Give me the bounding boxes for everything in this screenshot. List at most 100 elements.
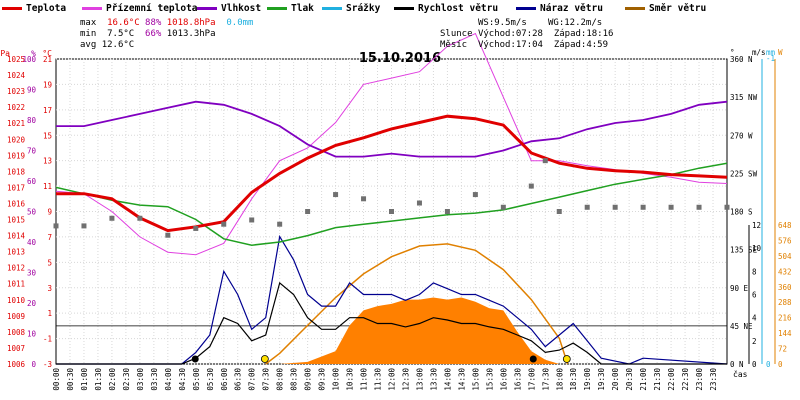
sun-marker bbox=[260, 355, 269, 363]
x-tick-label: 16:00 bbox=[499, 368, 508, 391]
x-tick-label: 06:30 bbox=[234, 368, 243, 391]
legend-vlhkost: Vlhkost bbox=[197, 3, 261, 14]
left-axis-tick: 10 bbox=[27, 330, 37, 339]
x-tick-label: 10:30 bbox=[346, 368, 355, 391]
x-tick-label: 04:30 bbox=[178, 368, 187, 391]
left-axis-tick: 40 bbox=[27, 238, 37, 247]
wind-dir-point bbox=[109, 215, 115, 221]
x-tick-label: 16:30 bbox=[513, 368, 522, 391]
legend-swatch bbox=[322, 7, 342, 10]
legend-swatch bbox=[267, 7, 287, 10]
x-tick-label: 02:30 bbox=[122, 368, 131, 391]
x-tick-label: 00:30 bbox=[66, 368, 75, 391]
wind-dir-point bbox=[165, 232, 171, 238]
x-tick-label: 15:30 bbox=[485, 368, 494, 391]
x-tick-label: 00:00 bbox=[52, 368, 61, 391]
left-axis-tick: 1022 bbox=[7, 103, 25, 112]
right-axis-tick: 72 bbox=[778, 345, 787, 354]
right-axis-unit: mm bbox=[766, 48, 776, 57]
x-tick-label: 13:30 bbox=[429, 368, 438, 391]
x-tick-label: 17:30 bbox=[541, 368, 550, 391]
left-axis-tick: 1 bbox=[47, 309, 52, 318]
x-axis-unit: čas bbox=[733, 369, 748, 379]
x-tick-label: 10:00 bbox=[332, 368, 341, 391]
wind-dir-point bbox=[361, 196, 367, 202]
x-tick-label: 21:00 bbox=[639, 368, 648, 391]
x-tick-label: 05:30 bbox=[206, 368, 215, 391]
right-axis-unit: m/s bbox=[752, 48, 766, 57]
x-tick-label: 17:00 bbox=[527, 368, 536, 391]
right-axis-tick: 180 S bbox=[730, 208, 753, 217]
left-axis-tick: 1021 bbox=[7, 119, 25, 128]
left-axis-tick: 1013 bbox=[7, 248, 25, 257]
left-axis-tick: 30 bbox=[27, 269, 37, 278]
wind-wg: WG:12.2m/s bbox=[548, 18, 603, 28]
sun-marker bbox=[562, 355, 571, 363]
wind-dir-point bbox=[528, 183, 534, 189]
legend-tlak: Tlak bbox=[267, 3, 314, 14]
right-axis-tick: 90 E bbox=[730, 284, 749, 293]
x-tick-label: 06:00 bbox=[220, 368, 229, 391]
left-axis-tick: 19 bbox=[43, 80, 52, 89]
wind-dir-point bbox=[81, 223, 87, 229]
x-tick-label: 19:00 bbox=[583, 368, 592, 391]
wind-dir-point bbox=[724, 204, 730, 210]
right-axis-tick: 270 W bbox=[730, 131, 753, 140]
x-tick-label: 11:30 bbox=[374, 368, 383, 391]
chart-title: 15.10.2016 bbox=[359, 51, 441, 66]
legend-swatch bbox=[197, 7, 217, 10]
right-axis-tick: 225 SW bbox=[730, 169, 758, 178]
wind-dir-point bbox=[444, 209, 450, 214]
x-tick-label: 18:30 bbox=[569, 368, 578, 391]
wind-dir-point bbox=[668, 204, 674, 210]
left-axis-tick: 1020 bbox=[7, 135, 26, 144]
left-axis-tick: 1011 bbox=[7, 280, 25, 289]
right-axis-tick: 10 bbox=[752, 244, 762, 253]
moon-times: Měsíc Východ:17:04 Západ:4:59 bbox=[440, 40, 608, 50]
legend-srazky: Srážky bbox=[322, 3, 380, 14]
left-axis-tick: 100 bbox=[22, 55, 36, 64]
moon-marker bbox=[529, 355, 537, 363]
x-tick-label: 22:30 bbox=[681, 368, 690, 391]
x-tick-label: 14:00 bbox=[443, 368, 452, 391]
left-axis-tick: -1 bbox=[43, 335, 52, 344]
right-axis-tick: -1 bbox=[766, 54, 775, 63]
left-axis-tick: 1008 bbox=[7, 328, 26, 337]
legend-teplota: Teplota bbox=[2, 3, 66, 14]
wind-dir-point bbox=[696, 204, 702, 210]
right-axis-tick: 315 NW bbox=[730, 93, 758, 102]
x-tick-label: 09:00 bbox=[304, 368, 313, 391]
wind-dir-point bbox=[640, 204, 646, 210]
legend-smer-vetru: Směr větru bbox=[625, 3, 706, 14]
x-tick-label: 19:30 bbox=[597, 368, 606, 391]
left-axis-tick: 1023 bbox=[7, 87, 25, 96]
right-axis-tick: 45 NE bbox=[730, 322, 753, 331]
left-axis-tick: 13 bbox=[43, 157, 52, 166]
left-axis-tick: 1024 bbox=[7, 71, 26, 80]
x-tick-label: 23:00 bbox=[695, 368, 704, 391]
right-axis-unit: W bbox=[778, 48, 783, 57]
left-axis-tick: 1015 bbox=[7, 216, 25, 225]
legend-rychlost-vetru: Rychlost větru bbox=[394, 3, 498, 14]
right-axis-tick: 12 bbox=[752, 221, 761, 230]
right-axis-tick: 576 bbox=[778, 236, 792, 245]
left-axis-tick: 9 bbox=[47, 208, 52, 217]
right-axis-tick: 360 bbox=[778, 283, 792, 292]
moon-marker bbox=[191, 355, 199, 363]
stats-avg-row: avg 12.6°C bbox=[80, 40, 135, 50]
left-axis-unit: hPa bbox=[0, 49, 10, 58]
x-tick-label: 07:30 bbox=[262, 368, 271, 391]
wind-dir-point bbox=[249, 217, 255, 223]
left-axis-tick: 1017 bbox=[7, 183, 25, 192]
x-tick-label: 23:30 bbox=[709, 368, 718, 391]
x-tick-label: 12:00 bbox=[388, 368, 397, 391]
stats-max-row: max 16.6°C 88% 1018.8hPa 0.0mm bbox=[80, 18, 254, 28]
legend-swatch bbox=[625, 7, 645, 10]
wind-dir-point bbox=[137, 215, 143, 221]
legend-swatch bbox=[394, 7, 414, 10]
left-axis-tick: 1010 bbox=[7, 296, 26, 305]
x-tick-label: 01:30 bbox=[94, 368, 103, 391]
right-axis-tick: 0 bbox=[778, 360, 783, 369]
legend-prizemni-teplota: Přízemní teplota bbox=[82, 3, 198, 14]
